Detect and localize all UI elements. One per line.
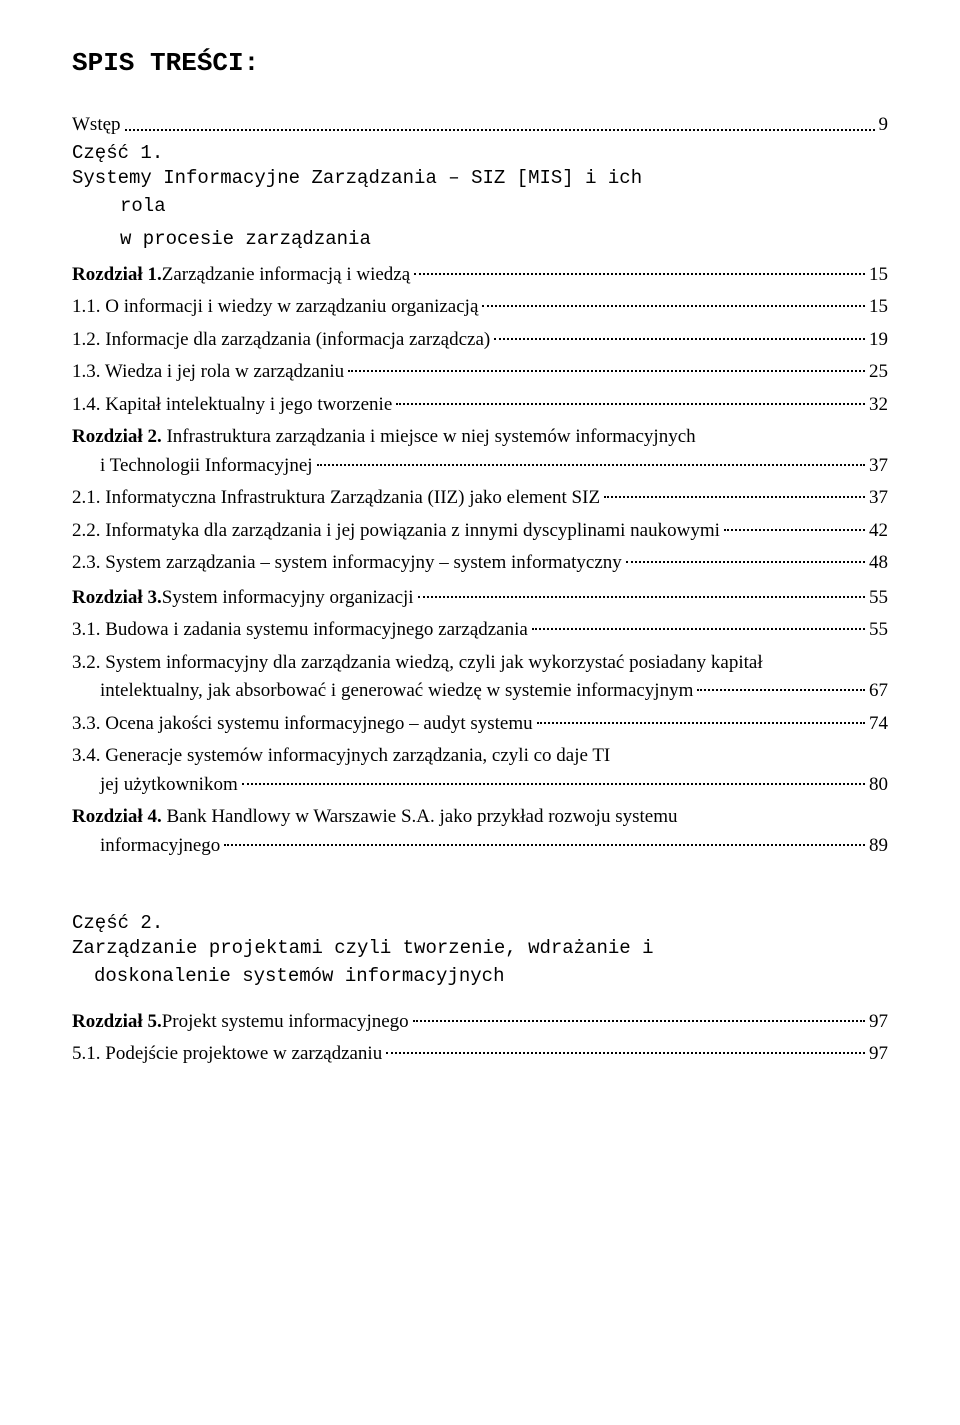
section-text-cont: intelektualny, jak absorbować i generowa… [100, 677, 693, 706]
chapter3-row: Rozdział 3. System informacyjny organiza… [72, 584, 888, 613]
chapter4-title-cont: informacyjnego [100, 832, 220, 861]
section-1-1: 1.1. O informacji i wiedzy w zarządzaniu… [72, 293, 888, 322]
part1-title-l3: w procesie zarządzania [72, 227, 888, 253]
section-text: 3.1. Budowa i zadania systemu informacyj… [72, 616, 528, 645]
section-text-cont: jej użytkownikom [100, 771, 238, 800]
chapter2-prefix: Rozdział 2. [72, 426, 162, 447]
chapter3-prefix: Rozdział 3. [72, 584, 162, 613]
leader [242, 783, 865, 785]
intro-page: 9 [879, 114, 889, 136]
intro-label: Wstęp [72, 114, 121, 136]
chapter1-page: 15 [869, 261, 888, 290]
leader [418, 596, 865, 598]
spacer [72, 864, 888, 912]
section-1-4: 1.4. Kapitał intelektualny i jego tworze… [72, 391, 888, 420]
part2-label: Część 2. [72, 912, 888, 934]
section-page: 25 [869, 358, 888, 387]
section-page: 48 [869, 549, 888, 578]
leader [482, 305, 865, 307]
chapter5-row: Rozdział 5. Projekt systemu informacyjne… [72, 1008, 888, 1037]
section-text: 2.2. Informatyka dla zarządzania i jej p… [72, 517, 720, 546]
chapter5-page: 97 [869, 1008, 888, 1037]
section-text-l1: 3.4. Generacje systemów informacyjnych z… [72, 742, 888, 771]
section-page: 80 [869, 771, 888, 800]
part1-title-l2: rola [72, 194, 888, 220]
section-page: 32 [869, 391, 888, 420]
part2-title-l1: Zarządzanie projektami czyli tworzenie, … [72, 936, 888, 962]
leader [604, 496, 865, 498]
section-text: 3.3. Ocena jakości systemu informacyjneg… [72, 710, 533, 739]
section-3-1: 3.1. Budowa i zadania systemu informacyj… [72, 616, 888, 645]
leader [317, 464, 865, 466]
section-2-2: 2.2. Informatyka dla zarządzania i jej p… [72, 517, 888, 546]
section-2-1: 2.1. Informatyczna Infrastruktura Zarząd… [72, 484, 888, 513]
section-text: 2.1. Informatyczna Infrastruktura Zarząd… [72, 484, 600, 513]
leader [697, 689, 865, 691]
section-text: 2.3. System zarządzania – system informa… [72, 549, 622, 578]
leader [414, 273, 865, 275]
chapter4-page: 89 [869, 832, 888, 861]
section-page: 42 [869, 517, 888, 546]
chapter1-title: Zarządzanie informacją i wiedzą [162, 261, 410, 290]
leader [532, 628, 865, 630]
section-text: 5.1. Podejście projektowe w zarządzaniu [72, 1040, 382, 1069]
section-page: 74 [869, 710, 888, 739]
chapter3-page: 55 [869, 584, 888, 613]
leader [537, 722, 865, 724]
section-text-l1: 3.2. System informacyjny dla zarządzania… [72, 649, 888, 678]
section-page: 15 [869, 293, 888, 322]
chapter5-prefix: Rozdział 5. [72, 1008, 162, 1037]
section-page: 97 [869, 1040, 888, 1069]
section-page: 55 [869, 616, 888, 645]
chapter1-row: Rozdział 1. Zarządzanie informacją i wie… [72, 261, 888, 290]
part1-title-l1: Systemy Informacyjne Zarządzania – SIZ [… [72, 166, 888, 192]
leader [348, 370, 865, 372]
section-3-4: 3.4. Generacje systemów informacyjnych z… [72, 742, 888, 799]
leader [626, 561, 865, 563]
chapter3-title: System informacyjny organizacji [162, 584, 414, 613]
chapter4-title-l1: Bank Handlowy w Warszawie S.A. jako przy… [162, 806, 678, 827]
section-1-3: 1.3. Wiedza i jej rola w zarządzaniu 25 [72, 358, 888, 387]
leader [724, 529, 865, 531]
section-page: 67 [869, 677, 888, 706]
leader [413, 1020, 865, 1022]
intro-row: Wstęp 9 [72, 114, 888, 136]
section-text: 1.2. Informacje dla zarządzania (informa… [72, 326, 490, 355]
chapter2-page: 37 [869, 452, 888, 481]
leader [396, 403, 865, 405]
spacer [72, 992, 888, 1002]
chapter1-prefix: Rozdział 1. [72, 261, 162, 290]
chapter2-title-l1: Infrastruktura zarządzania i miejsce w n… [162, 426, 696, 447]
part1-label: Część 1. [72, 142, 888, 164]
leader [386, 1052, 865, 1054]
chapter5-title: Projekt systemu informacyjnego [162, 1008, 409, 1037]
chapter2-row: Rozdział 2. Infrastruktura zarządzania i… [72, 423, 888, 480]
leader [125, 109, 875, 131]
part2-title-l2: doskonalenie systemów informacyjnych [72, 964, 888, 990]
chapter4-prefix: Rozdział 4. [72, 806, 162, 827]
section-2-3: 2.3. System zarządzania – system informa… [72, 549, 888, 578]
leader [224, 844, 865, 846]
leader [494, 338, 865, 340]
section-page: 19 [869, 326, 888, 355]
section-text: 1.4. Kapitał intelektualny i jego tworze… [72, 391, 392, 420]
section-text: 1.3. Wiedza i jej rola w zarządzaniu [72, 358, 344, 387]
section-text: 1.1. O informacji i wiedzy w zarządzaniu… [72, 293, 478, 322]
chapter4-row: Rozdział 4. Bank Handlowy w Warszawie S.… [72, 803, 888, 860]
section-3-3: 3.3. Ocena jakości systemu informacyjneg… [72, 710, 888, 739]
section-1-2: 1.2. Informacje dla zarządzania (informa… [72, 326, 888, 355]
section-page: 37 [869, 484, 888, 513]
chapter2-title-cont: i Technologii Informacyjnej [100, 452, 313, 481]
section-5-1: 5.1. Podejście projektowe w zarządzaniu … [72, 1040, 888, 1069]
page-heading: SPIS TREŚCI: [72, 48, 888, 78]
section-3-2: 3.2. System informacyjny dla zarządzania… [72, 649, 888, 706]
